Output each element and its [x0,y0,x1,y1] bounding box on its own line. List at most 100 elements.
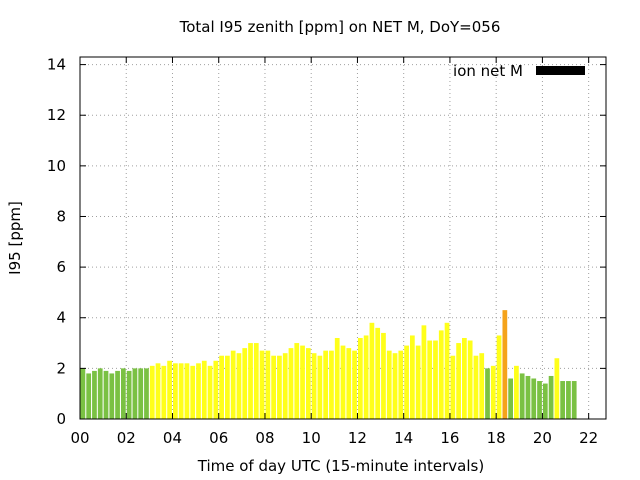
bar [115,370,120,419]
bar [178,363,184,419]
y-tick-label: 6 [56,258,66,276]
bar [109,373,115,419]
bar [485,368,490,419]
bar [167,360,172,419]
bar [479,353,485,419]
bar [340,345,346,419]
bar [300,345,305,419]
bar [138,368,144,419]
bar [392,353,398,419]
legend: ion net M [453,62,585,80]
y-tick-label: 12 [47,106,66,124]
bar [537,381,542,419]
bar [196,363,201,419]
x-tick-label: 06 [209,429,228,447]
bar [184,363,190,419]
bar [363,335,369,419]
bar [352,350,357,419]
bar [369,322,375,419]
bar [97,368,103,419]
bar [132,368,138,419]
bar [155,363,161,419]
x-tick-label: 20 [533,429,552,447]
bar [207,365,213,419]
bar [242,348,248,419]
bar [144,368,149,419]
bar [456,343,461,419]
y-tick-label: 2 [56,359,66,377]
bar [357,337,363,419]
bar [531,378,537,419]
x-tick-label: 02 [117,429,136,447]
bar [213,360,219,419]
x-tick-label: 04 [163,429,182,447]
bar [329,350,334,419]
grid [80,57,606,419]
x-tick-label: 08 [255,429,274,447]
bar [415,345,421,419]
bar [427,340,433,419]
bar [496,335,502,419]
bar [126,370,132,419]
bar [305,348,311,419]
bar [282,353,288,419]
bar [398,350,404,419]
bar [277,355,282,419]
bar [473,355,479,419]
bar [519,373,525,419]
bar [323,350,329,419]
bar [161,365,167,419]
bar [86,373,92,419]
bar [525,375,531,419]
bar [253,343,259,419]
bar [514,365,519,419]
bar [450,355,456,419]
plot-frame [79,56,607,420]
y-tick-label: 0 [56,410,66,428]
y-tick-label: 4 [56,309,66,327]
x-tick-labels: 00 02 04 06 08 10 12 14 16 18 20 22 [70,429,598,447]
bar [438,330,444,419]
bar [265,350,271,419]
bar [311,353,317,419]
x-tick-label: 10 [302,429,321,447]
ticks [79,57,606,420]
x-tick-label: 00 [70,429,89,447]
bar [404,345,409,419]
legend-label: ion net M [453,62,523,80]
bar [294,343,300,419]
bar [421,325,427,419]
bar [381,332,386,419]
bar [120,368,126,419]
bar [225,355,230,419]
bar [346,348,352,419]
x-tick-label: 14 [394,429,413,447]
bar [92,370,97,419]
bar [560,381,566,419]
bar [548,375,554,419]
bar [248,343,253,419]
x-tick-label: 16 [440,429,459,447]
bar [467,340,473,419]
bar [173,363,178,419]
bar [103,370,109,419]
bar [271,355,277,419]
x-tick-label: 22 [579,429,598,447]
bar [317,355,323,419]
bars [80,310,577,419]
bar [502,310,508,419]
y-tick-labels: 0 2 4 6 8 10 12 14 [47,56,66,428]
bar [259,350,265,419]
bar [542,383,548,419]
bar [190,365,196,419]
bar [444,322,450,419]
x-tick-label: 18 [487,429,506,447]
bar [571,381,577,419]
y-tick-label: 14 [47,56,66,74]
chart-title: Total I95 zenith [ppm] on NET M, DoY=056 [179,18,501,36]
bar [236,353,242,419]
bar [490,365,496,419]
bar [219,355,224,419]
bar [230,350,236,419]
